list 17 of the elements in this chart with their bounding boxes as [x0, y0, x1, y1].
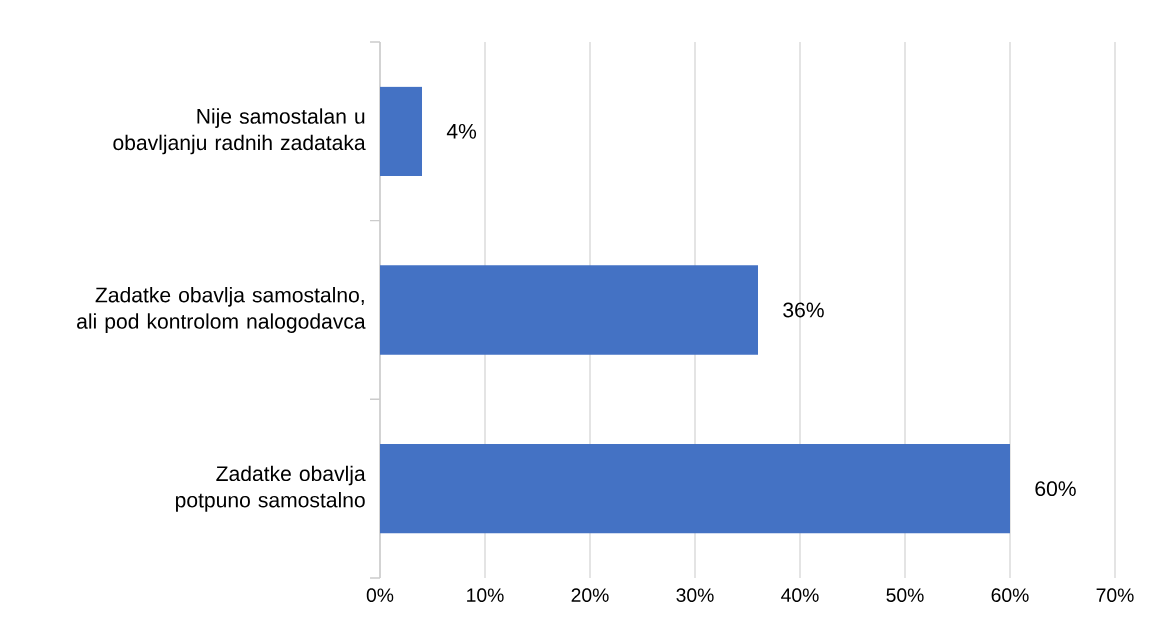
- data-label: 60%: [1035, 481, 1076, 497]
- data-label: 4%: [446, 123, 477, 139]
- x-tick-label: 60%: [991, 588, 1029, 602]
- bar: [380, 265, 758, 355]
- x-tick-label: 0%: [366, 588, 394, 602]
- x-tick-label: 40%: [781, 588, 819, 602]
- bar: [380, 443, 1010, 534]
- x-tick-label: 70%: [1096, 588, 1134, 602]
- y-tick-label: Nije samostalan u obavljanju radnih zadataka: [113, 108, 366, 155]
- x-tick-label: 10%: [467, 588, 504, 602]
- x-tick-label: 20%: [571, 588, 609, 602]
- y-tick-label: Zadatke obavlja samostalno, ali pod kontrolom nalogodavca: [77, 286, 366, 333]
- x-tick-label: 30%: [676, 588, 714, 602]
- bar: [380, 86, 423, 176]
- x-tick-label: 50%: [886, 588, 924, 602]
- y-tick-label: Zadatke obavlja potpuno samostalno: [175, 465, 366, 512]
- data-label: 36%: [783, 302, 824, 318]
